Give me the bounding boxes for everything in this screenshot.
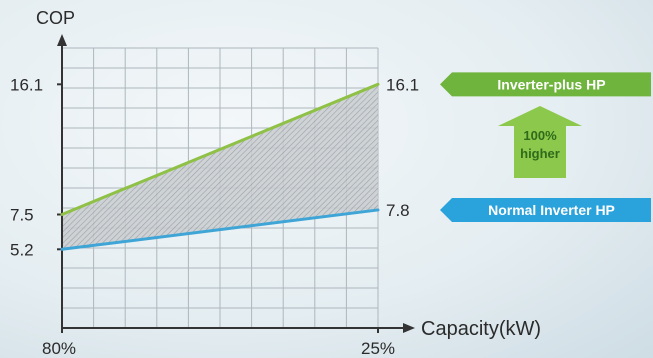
- series-lines: [60, 82, 380, 251]
- inverter-plus-line: [60, 82, 380, 216]
- x-axis-arrowhead: [403, 323, 415, 333]
- legend-tag-shape: [440, 72, 651, 97]
- legend-tag-shape: [440, 197, 651, 222]
- y-tick-label: 7.5: [10, 205, 34, 224]
- y-tick-label: 5.2: [10, 240, 34, 259]
- y-tick-label: 16.1: [10, 75, 43, 94]
- normal-inverter-line: [60, 208, 380, 251]
- series-end-value: 7.8: [386, 201, 410, 220]
- x-axis-label: Capacity(kW): [421, 318, 541, 340]
- normal-inverter-tag: Normal Inverter HP: [440, 197, 651, 222]
- series-end-value: 16.1: [386, 75, 419, 94]
- y-axis-arrowhead: [57, 34, 67, 46]
- legend-tags: Inverter-plus HP Normal Inverter HP: [440, 72, 651, 222]
- x-tick-label: 80%: [42, 339, 76, 358]
- x-tick-labels: 80% 25%: [42, 328, 395, 358]
- y-axis-label: COP: [36, 8, 75, 28]
- inverter-plus-tag: Inverter-plus HP: [440, 72, 651, 97]
- series-end-labels: 16.1 7.8: [386, 75, 419, 220]
- up-arrow-icon: [498, 106, 582, 178]
- improvement-arrow: 100% higher: [498, 106, 582, 178]
- improvement-word-label: higher: [520, 146, 560, 161]
- x-tick-label: 25%: [361, 339, 395, 358]
- difference-shading: [62, 84, 378, 250]
- legend-tag-label: Normal Inverter HP: [488, 202, 615, 218]
- legend-tag-label: Inverter-plus HP: [497, 76, 605, 92]
- improvement-percent-label: 100%: [523, 128, 557, 143]
- axes: [57, 34, 415, 333]
